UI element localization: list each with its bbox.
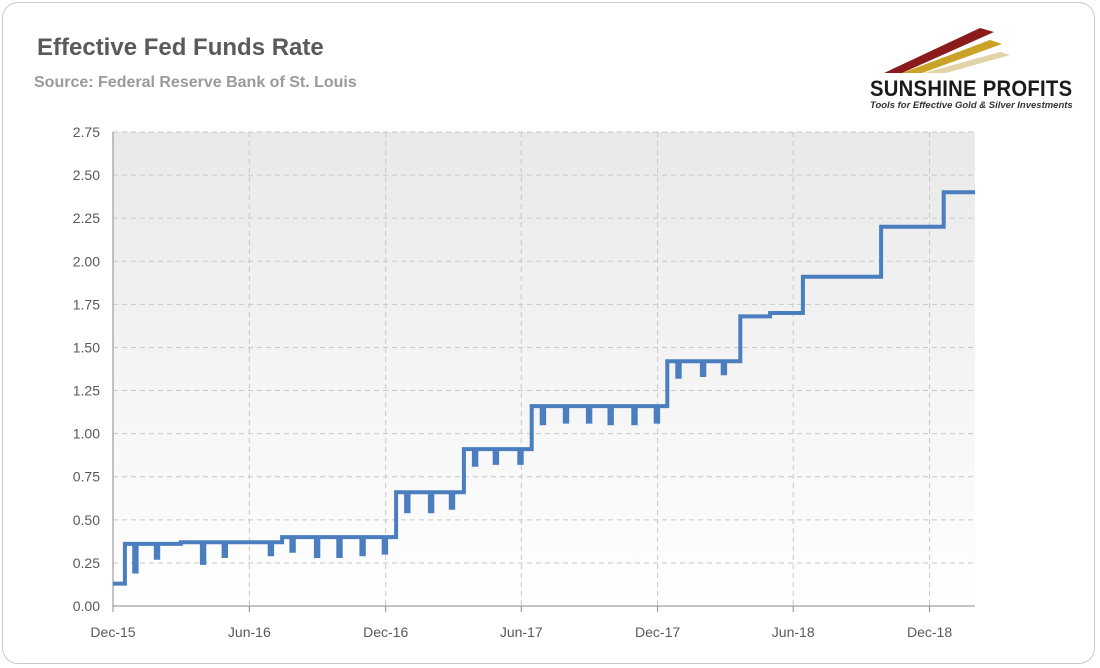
x-tick-label: Jun-16 xyxy=(228,624,271,640)
logo-tagline: Tools for Effective Gold & Silver Invest… xyxy=(870,100,1073,111)
plot-area xyxy=(113,132,975,606)
x-tick-label: Dec-17 xyxy=(635,624,680,640)
y-tick-label: 0.50 xyxy=(73,512,100,528)
y-tick-label: 1.00 xyxy=(73,426,100,442)
chart-subtitle: Source: Federal Reserve Bank of St. Loui… xyxy=(34,74,357,91)
y-tick-label: 2.25 xyxy=(73,210,100,226)
y-tick-label: 2.50 xyxy=(73,167,100,183)
x-tick-label: Jun-18 xyxy=(772,624,815,640)
x-tick-label: Dec-16 xyxy=(363,624,408,640)
y-tick-label: 1.50 xyxy=(73,339,100,355)
logo-swoosh-icon xyxy=(884,28,1010,73)
y-tick-label: 0.00 xyxy=(73,598,100,614)
y-axis-labels: 0.00 0.25 0.50 0.75 1.00 1.25 1.50 1.75 2.00 2.25… xyxy=(73,124,100,614)
axes xyxy=(112,132,975,607)
y-tick-label: 0.75 xyxy=(73,469,100,485)
gridlines xyxy=(112,131,975,612)
y-tick-label: 0.25 xyxy=(73,555,100,571)
x-tick-label: Jun-17 xyxy=(500,624,543,640)
series-line xyxy=(113,190,975,586)
chart-title: Effective Fed Funds Rate xyxy=(37,34,324,61)
y-tick-label: 1.75 xyxy=(73,296,100,312)
y-tick-label: 2.00 xyxy=(73,253,100,269)
x-tick-label: Dec-15 xyxy=(90,624,135,640)
x-tick-label: Dec-18 xyxy=(907,624,952,640)
y-tick-label: 1.25 xyxy=(73,383,100,399)
logo-name: SUNSHINE PROFITS xyxy=(870,76,1073,101)
y-tick-label: 2.75 xyxy=(73,124,100,140)
x-axis-labels: Dec-15 Jun-16 Dec-16 Jun-17 Dec-17 Jun-18 Dec-… xyxy=(90,624,952,640)
sunshine-profits-logo: SUNSHINE PROFITS Tools for Effective Gol… xyxy=(862,18,1082,118)
